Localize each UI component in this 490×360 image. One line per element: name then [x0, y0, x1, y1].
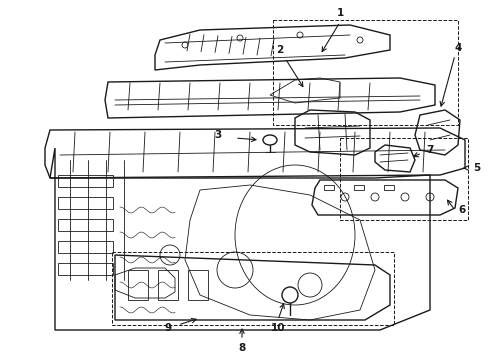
Text: 3: 3: [215, 130, 221, 140]
Text: 2: 2: [276, 45, 284, 55]
Bar: [112, 252, 394, 325]
Bar: [58, 219, 113, 231]
Text: 10: 10: [271, 323, 285, 333]
Text: 7: 7: [426, 145, 434, 155]
Bar: [354, 185, 364, 190]
Bar: [58, 175, 113, 187]
Text: 6: 6: [458, 205, 466, 215]
Text: 8: 8: [238, 343, 245, 353]
Bar: [340, 138, 468, 220]
Text: 1: 1: [336, 8, 343, 18]
Text: 4: 4: [454, 43, 462, 53]
Bar: [58, 197, 113, 209]
Text: 9: 9: [165, 323, 172, 333]
Bar: [384, 185, 394, 190]
Text: 5: 5: [473, 163, 481, 173]
Bar: [273, 20, 458, 125]
Bar: [324, 185, 334, 190]
Bar: [128, 270, 148, 300]
Bar: [188, 270, 208, 300]
Bar: [158, 270, 178, 300]
Bar: [58, 241, 113, 253]
Bar: [58, 263, 113, 275]
